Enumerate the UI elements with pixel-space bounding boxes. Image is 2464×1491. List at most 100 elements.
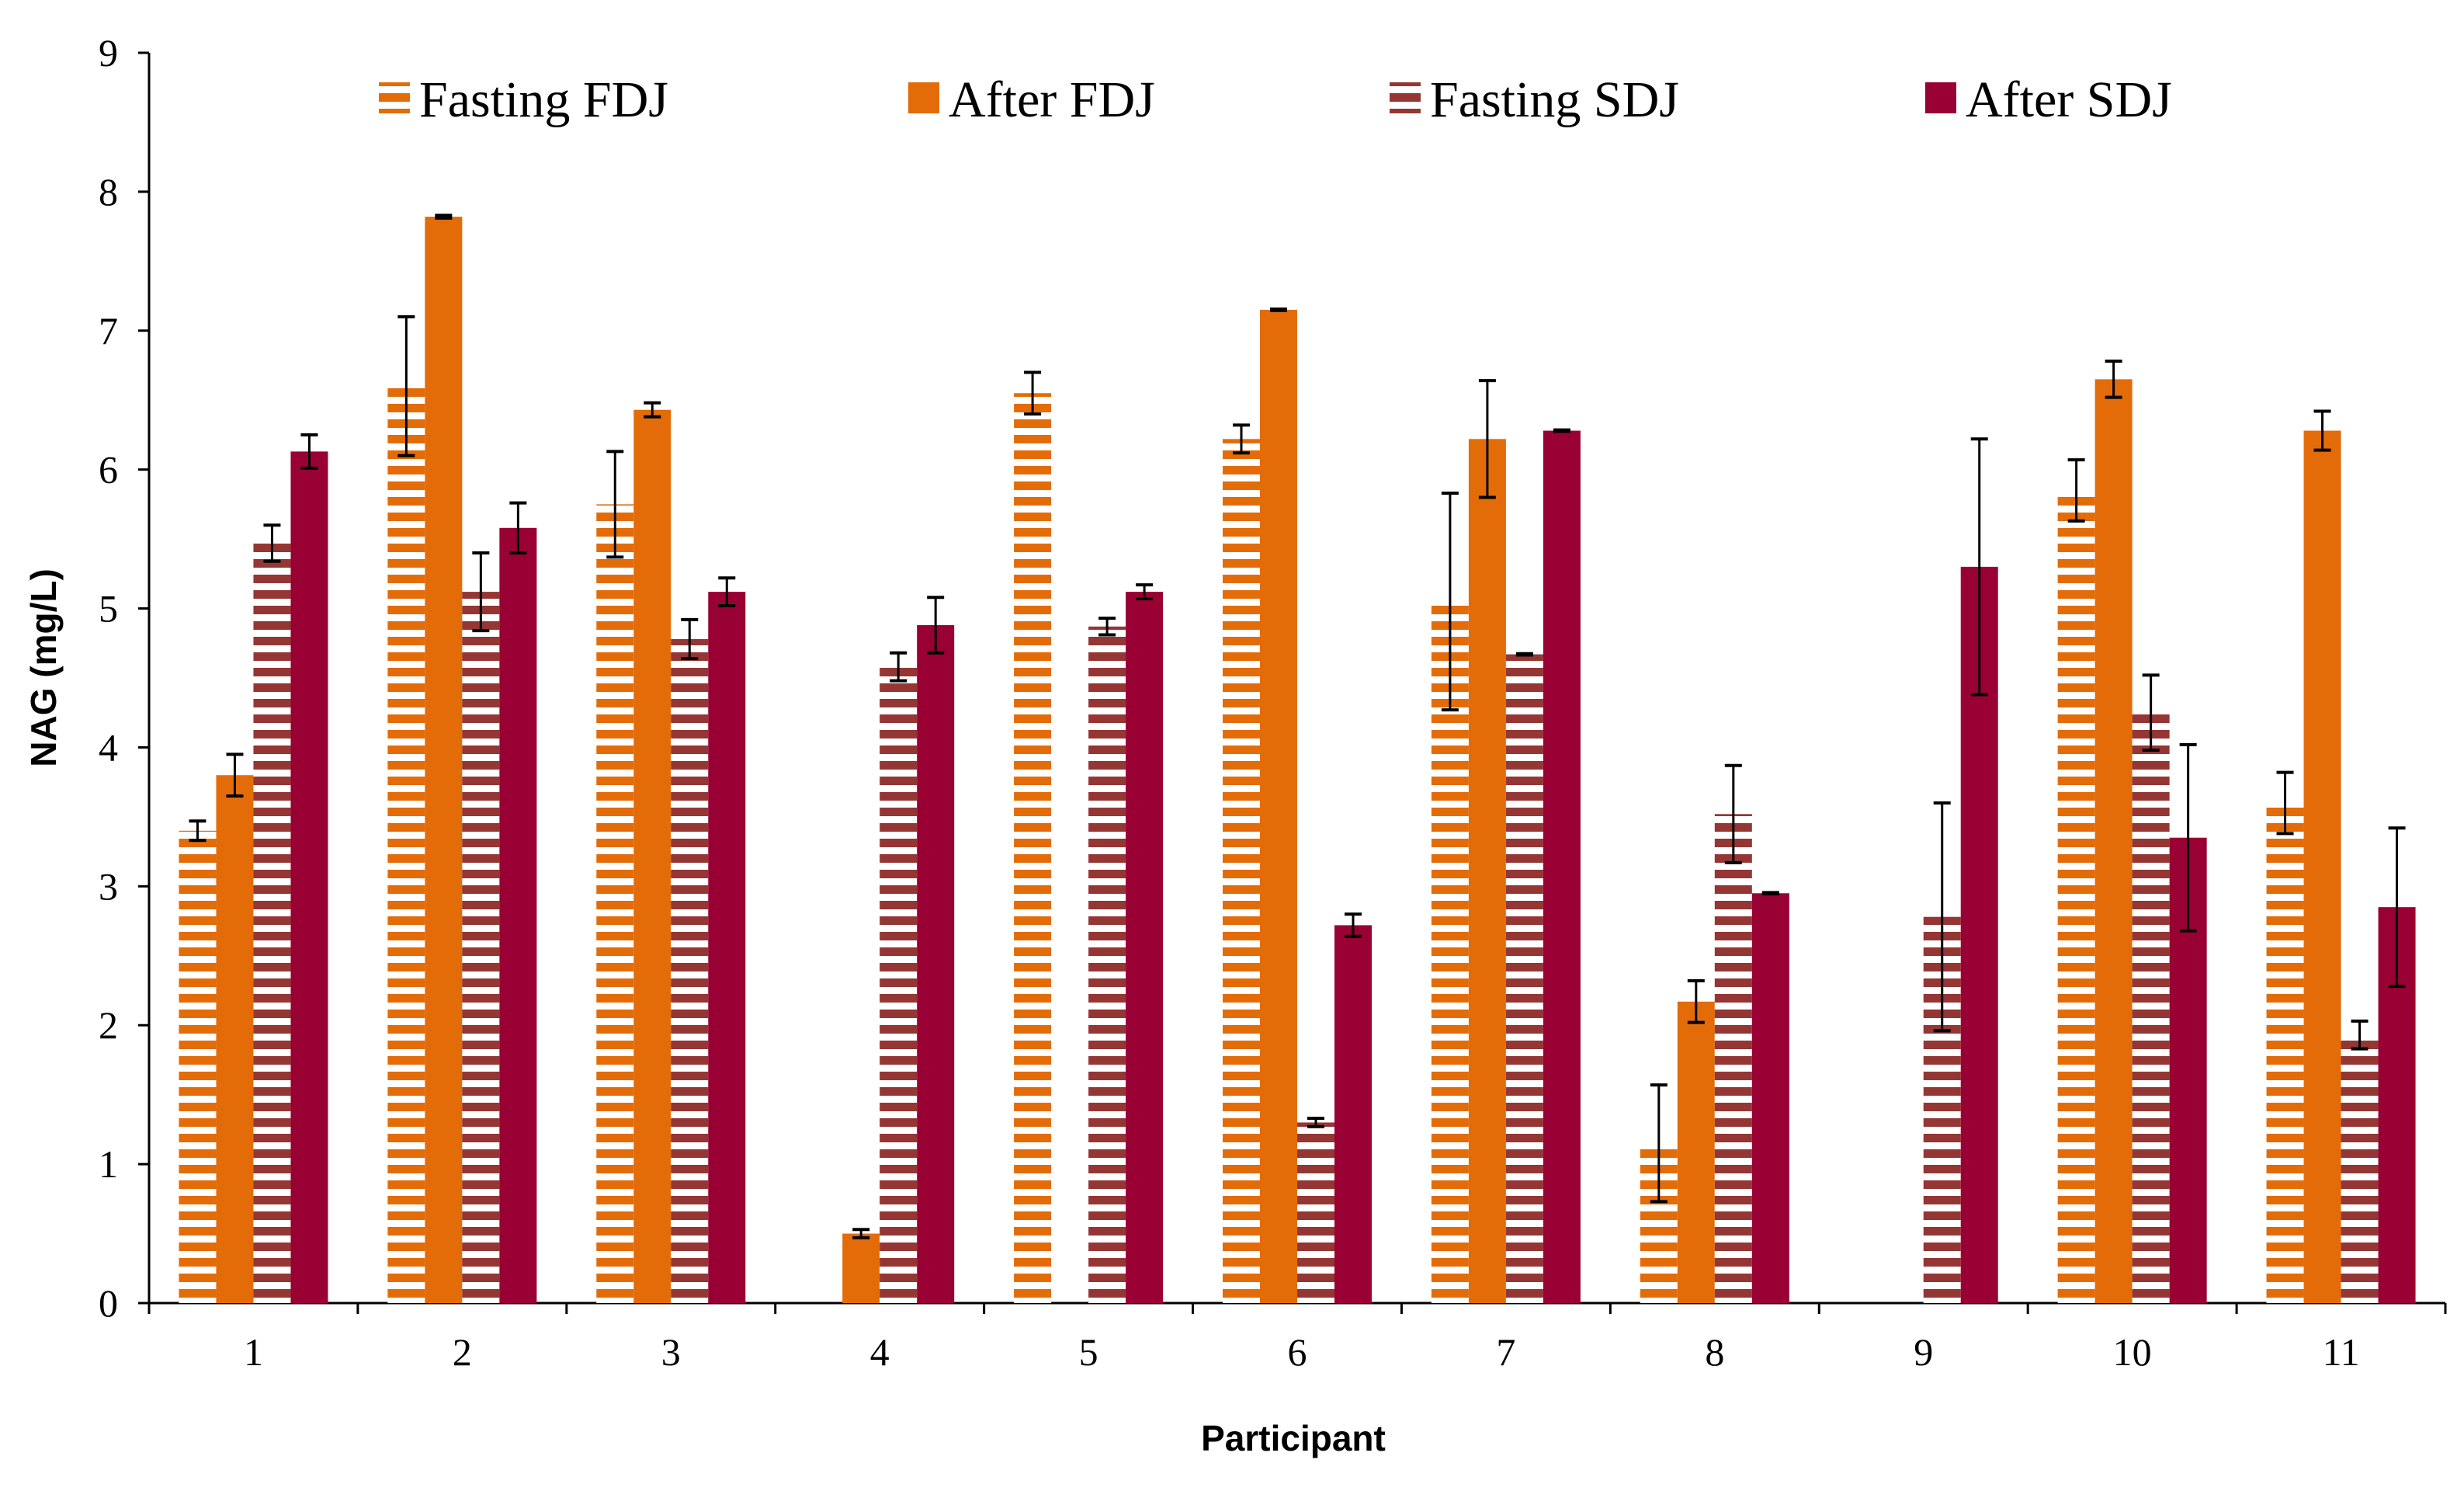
legend-label: Fasting FDJ <box>419 71 668 128</box>
error-bar <box>1098 617 1116 637</box>
bar <box>596 504 634 1303</box>
bar <box>1260 309 1297 1303</box>
x-tick-label: 5 <box>1079 1330 1098 1374</box>
error-bar <box>2276 770 2294 836</box>
bar <box>1014 393 1052 1303</box>
error-bar <box>1307 1117 1324 1128</box>
bar <box>2132 712 2170 1303</box>
x-tick-label: 8 <box>1705 1330 1724 1374</box>
legend-swatch <box>908 82 939 113</box>
error-bar <box>263 523 281 563</box>
error-bar <box>2179 742 2197 933</box>
x-tick-label: 10 <box>2113 1330 2152 1374</box>
x-tick-label: 9 <box>1914 1330 1933 1374</box>
bar <box>1543 430 1581 1303</box>
legend-swatch <box>1925 82 1956 113</box>
error-bar <box>1024 370 1042 416</box>
y-tick-label: 4 <box>99 725 118 769</box>
bar <box>917 625 955 1303</box>
error-bar <box>1687 978 1705 1024</box>
error-bar <box>1441 492 1459 712</box>
legend-swatch <box>1390 82 1421 113</box>
x-tick-label: 1 <box>244 1330 263 1374</box>
bars-group <box>179 217 2416 1304</box>
bar <box>499 527 537 1303</box>
error-bar <box>1233 423 1250 455</box>
bar <box>1126 592 1164 1303</box>
error-bar <box>2388 826 2406 989</box>
bar <box>842 1233 880 1303</box>
bar <box>671 638 709 1303</box>
bar <box>2341 1034 2379 1303</box>
error-bar <box>1970 437 1988 697</box>
y-tick-label: 0 <box>99 1281 118 1325</box>
error-bar <box>681 617 699 660</box>
error-bar <box>397 315 415 457</box>
y-tick-label: 5 <box>99 587 118 631</box>
x-axis-title: Participant <box>1201 1418 1386 1458</box>
bar <box>1751 893 1789 1303</box>
bar <box>290 451 328 1303</box>
legend-item: Fasting SDJ <box>1390 71 1679 128</box>
error-bar <box>1724 763 1742 864</box>
error-bar <box>226 752 244 798</box>
legend-label: After FDJ <box>949 71 1155 128</box>
error-bar <box>1553 428 1570 433</box>
error-bar <box>1515 652 1533 657</box>
legend-label: After SDJ <box>1966 71 2172 128</box>
error-bar <box>472 551 490 633</box>
y-tick-label: 3 <box>99 864 118 908</box>
bar <box>1468 439 1506 1304</box>
error-bar <box>1650 1083 1668 1204</box>
error-bar <box>1270 308 1287 312</box>
legend-swatch <box>379 82 410 113</box>
x-tick-label: 7 <box>1496 1330 1515 1374</box>
y-tick-label: 7 <box>99 309 118 353</box>
error-bar <box>890 651 908 683</box>
error-bar <box>1761 891 1779 896</box>
x-tick-label: 3 <box>661 1330 681 1374</box>
error-bar <box>2067 458 2085 523</box>
y-tick-label: 2 <box>99 1003 118 1047</box>
bar <box>1505 654 1543 1303</box>
bar <box>179 830 217 1303</box>
error-bar <box>852 1228 870 1239</box>
legend-item: Fasting FDJ <box>379 71 668 128</box>
error-bar <box>509 501 527 554</box>
error-bar <box>1345 912 1362 938</box>
bar <box>1714 814 1752 1303</box>
bar <box>387 386 425 1303</box>
bar <box>2303 430 2341 1303</box>
bar <box>2057 490 2095 1303</box>
error-bar <box>300 433 318 470</box>
error-bar <box>2351 1019 2369 1051</box>
bar <box>633 409 672 1304</box>
error-bar <box>1933 801 1951 1033</box>
bar <box>1431 601 1469 1303</box>
error-bar <box>1478 379 1496 499</box>
legend-label: Fasting SDJ <box>1430 71 1679 128</box>
error-bar <box>644 401 661 419</box>
error-bar <box>2313 409 2331 452</box>
error-bars-group <box>189 214 2406 1239</box>
x-axis-ticks: 1 2 3 4 5 6 7 8 9 10 11 <box>147 1303 2447 1374</box>
bar <box>880 666 918 1303</box>
bar <box>253 543 291 1303</box>
x-tick-label: 6 <box>1288 1330 1307 1374</box>
bar <box>462 592 500 1303</box>
x-tick-label: 2 <box>453 1330 472 1374</box>
bar <box>1677 1001 1715 1303</box>
x-tick-label: 11 <box>2322 1330 2359 1374</box>
legend-item: After FDJ <box>908 71 1155 128</box>
bar <box>708 592 746 1303</box>
error-bar <box>718 576 736 607</box>
bar <box>1297 1122 1334 1303</box>
bar <box>425 217 463 1304</box>
bar <box>1334 925 1372 1303</box>
legend: Fasting FDJ After FDJ Fasting SDJ After SDJ <box>379 71 2172 128</box>
bar <box>216 775 254 1303</box>
bar <box>1223 439 1260 1304</box>
y-axis-ticks: 0 1 2 3 4 5 6 7 8 9 <box>99 31 149 1325</box>
error-bar <box>606 450 624 559</box>
